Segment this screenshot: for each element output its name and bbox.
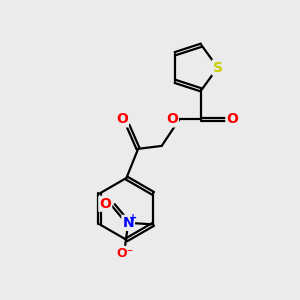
Text: N: N	[122, 216, 134, 230]
Text: O: O	[226, 112, 238, 126]
Text: +: +	[129, 213, 138, 223]
Text: O⁻: O⁻	[117, 247, 134, 260]
Text: O: O	[166, 112, 178, 126]
Text: S: S	[213, 61, 223, 75]
Text: O: O	[99, 197, 111, 211]
Text: O: O	[116, 112, 128, 126]
